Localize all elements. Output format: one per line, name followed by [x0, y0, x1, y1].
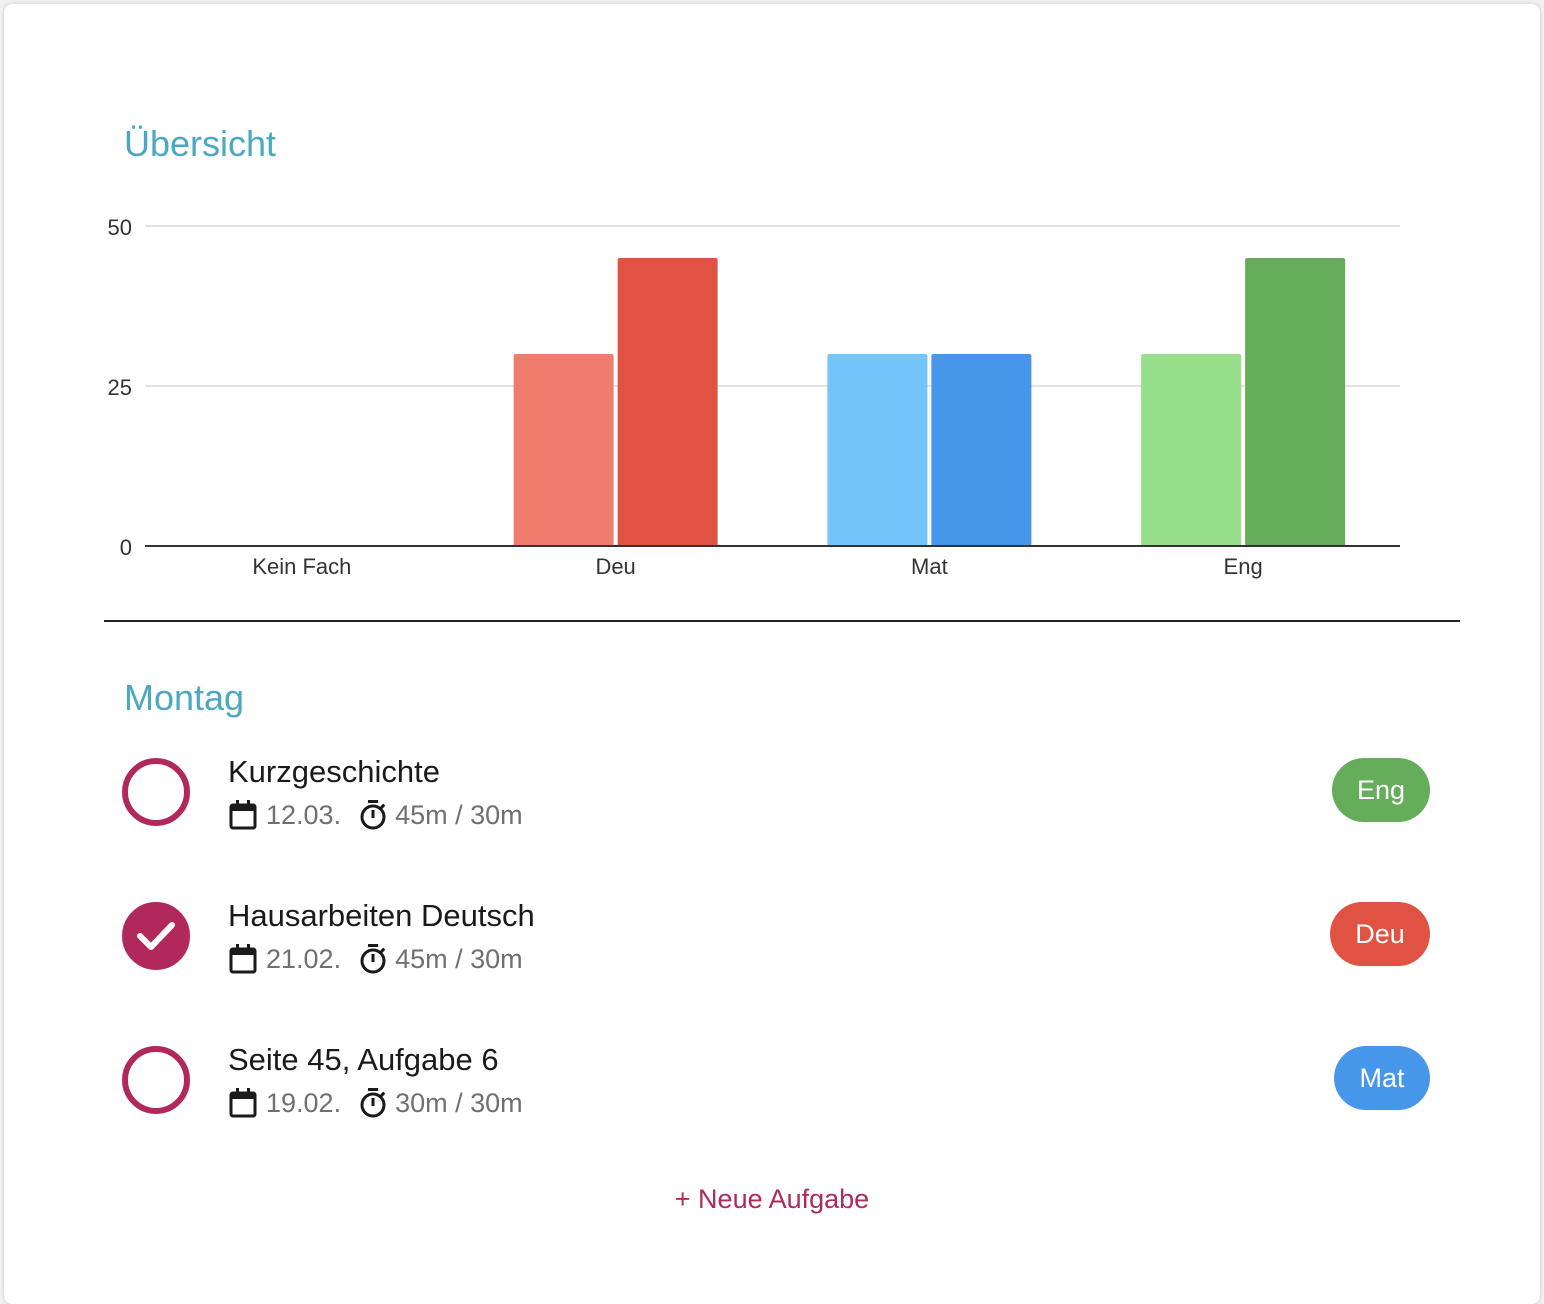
new-task-button[interactable]: + Neue Aufgabe [674, 1184, 870, 1214]
bar-deu-1 [513, 354, 614, 546]
task-date: 21.02. [266, 943, 342, 974]
task-title[interactable]: Seite 45, Aufgabe 6 [228, 1042, 499, 1077]
overview-card [4, 4, 1540, 1304]
task-item: Kurzgeschichte 12.03. 45m / 30m Eng [120, 754, 1430, 868]
calendar-icon [228, 1087, 258, 1119]
task-item: Hausarbeiten Deutsch 21.02. 45m / 30m De… [120, 898, 1430, 1012]
overview-chart: 0 25 50 Kein Fach Deu Mat Eng [108, 215, 1400, 579]
subject-badge[interactable]: Mat [1334, 1046, 1430, 1110]
x-tick-label: Kein Fach [252, 554, 351, 579]
calendar-icon [228, 799, 258, 831]
calendar-icon [228, 943, 258, 975]
bar-mat-1 [827, 354, 928, 546]
task-checkbox[interactable] [122, 1046, 190, 1114]
y-tick-label: 25 [108, 375, 132, 400]
x-tick-label: Eng [1224, 554, 1263, 579]
task-meta: 12.03. 45m / 30m [228, 798, 523, 832]
timer-icon [359, 1087, 387, 1119]
y-tick-label: 50 [108, 215, 132, 240]
x-tick-label: Mat [911, 554, 948, 579]
task-date: 12.03. [266, 799, 342, 830]
day-title: Montag [124, 677, 245, 718]
section-divider [104, 620, 1460, 622]
subject-badge[interactable]: Eng [1332, 758, 1430, 822]
bar-deu-2 [617, 258, 718, 546]
bar-eng-1 [1141, 354, 1242, 546]
task-meta: 19.02. 30m / 30m [228, 1086, 523, 1120]
task-item: Seite 45, Aufgabe 6 19.02. 30m / 30m Mat [120, 1042, 1430, 1156]
subject-badge[interactable]: Deu [1330, 902, 1430, 966]
overview-title: Übersicht [124, 123, 277, 164]
task-time: 45m / 30m [395, 943, 523, 974]
task-title[interactable]: Kurzgeschichte [228, 754, 440, 789]
task-checkbox[interactable] [122, 758, 190, 826]
task-time: 45m / 30m [395, 799, 523, 830]
timer-icon [359, 799, 387, 831]
task-title[interactable]: Hausarbeiten Deutsch [228, 898, 535, 933]
bar-mat-2 [931, 354, 1032, 546]
task-checkbox[interactable] [122, 902, 190, 970]
x-tick-label: Deu [595, 554, 635, 579]
task-meta: 21.02. 45m / 30m [228, 942, 523, 976]
task-date: 19.02. [266, 1087, 342, 1118]
y-tick-label: 0 [120, 535, 132, 560]
task-time: 30m / 30m [395, 1087, 523, 1118]
checkmark-icon [137, 922, 175, 950]
timer-icon [359, 943, 387, 975]
bar-eng-2 [1245, 258, 1346, 546]
